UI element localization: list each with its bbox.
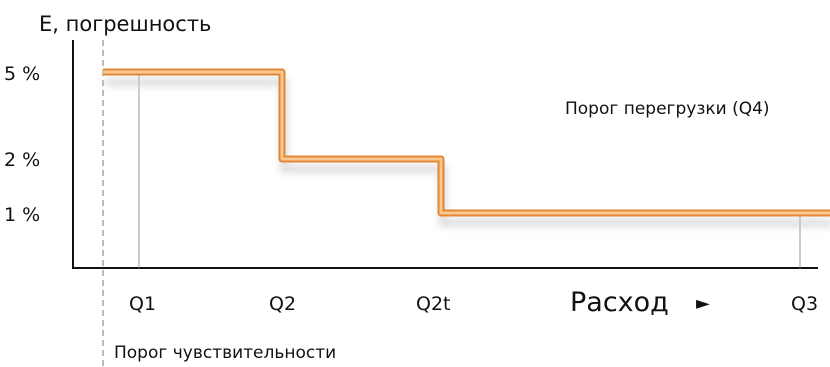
y-tick-1: 1 % (4, 204, 40, 226)
x-tick-q2: Q2 (269, 293, 296, 315)
x-tick-q2t: Q2t (416, 293, 451, 315)
overload-threshold-label: Порог перегрузки (Q4) (565, 99, 770, 119)
series-line (103, 70, 830, 215)
y-axis-label: E, погрешность (39, 12, 211, 36)
y-tick-2: 2 % (4, 149, 40, 171)
series-line-highlight (103, 71, 830, 214)
series-shadow (105, 78, 830, 227)
series-line-outline (103, 68, 830, 217)
x-tick-q1: Q1 (129, 293, 156, 315)
y-tick-5: 5 % (4, 63, 40, 85)
x-tick-q3: Q3 (791, 293, 818, 315)
series-layer (103, 68, 830, 227)
sensitivity-threshold-label: Порог чувствительности (114, 343, 336, 363)
x-axis-arrow-icon: ► (696, 293, 710, 314)
x-axis-label: Расход (570, 287, 669, 318)
